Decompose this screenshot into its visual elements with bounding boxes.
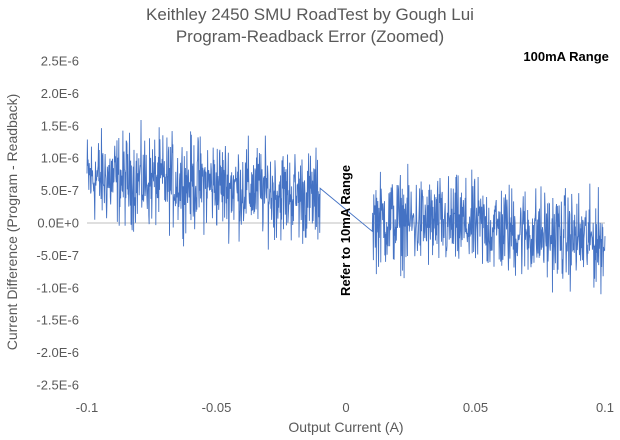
- y-tick-label: -1.0E-6: [36, 280, 79, 295]
- x-tick-label: -0.05: [202, 400, 232, 415]
- y-tick-label: 1.5E-6: [41, 118, 79, 133]
- y-tick-label: 5.0E-7: [41, 183, 79, 198]
- y-tick-label: -2.0E-6: [36, 345, 79, 360]
- annotations: 100mA Range Refer to 10mA Range: [338, 49, 609, 296]
- y-tick-label: -2.5E-6: [36, 378, 79, 393]
- x-tick-label: 0: [342, 400, 349, 415]
- x-tick-label: -0.1: [76, 400, 98, 415]
- x-tick-label: 0.05: [463, 400, 488, 415]
- x-tick-label: 0.1: [596, 400, 614, 415]
- series-line: [86, 120, 606, 295]
- y-tick-label: 2.0E-6: [41, 86, 79, 101]
- y-tick-label: 1.0E-6: [41, 151, 79, 166]
- y-axis-ticks: 2.5E-6 2.0E-6 1.5E-6 1.0E-6 5.0E-7 0.0E+0 -5.0…: [36, 54, 79, 393]
- range-annotation: 100mA Range: [523, 49, 609, 64]
- y-tick-label: -5.0E-7: [36, 248, 79, 263]
- y-tick-label: 0.0E+0: [37, 216, 79, 231]
- y-axis-label: Current Difference (Program - Readback): [4, 94, 20, 351]
- y-tick-label: 2.5E-6: [41, 54, 79, 69]
- chart-title-line2: Program-Readback Error (Zoomed): [176, 27, 444, 46]
- gap-annotation: Refer to 10mA Range: [338, 165, 353, 296]
- x-axis-ticks: -0.1 -0.05 0 0.05 0.1: [76, 400, 614, 415]
- chart-title-line1: Keithley 2450 SMU RoadTest by Gough Lui: [146, 5, 474, 24]
- x-axis-label: Output Current (A): [288, 419, 403, 435]
- y-tick-label: -1.5E-6: [36, 313, 79, 328]
